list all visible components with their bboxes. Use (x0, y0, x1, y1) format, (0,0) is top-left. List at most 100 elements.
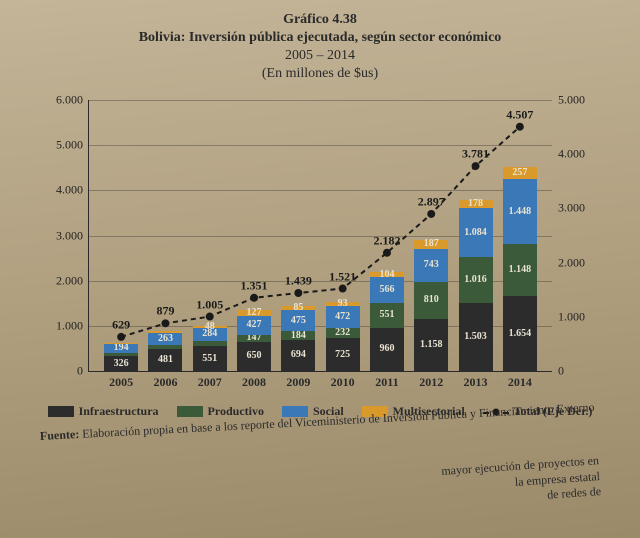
bar-segment: 1.016 (459, 257, 493, 303)
grid-line (89, 100, 552, 101)
bar-segment: 187 (414, 240, 448, 248)
segment-value-label: 743 (414, 260, 448, 270)
total-value-label: 4.507 (506, 107, 533, 122)
bar-segment: 85 (281, 306, 315, 310)
total-value-label: 1.005 (196, 297, 223, 312)
segment-value-label: 725 (326, 350, 360, 360)
segment-value-label: 1.016 (459, 275, 493, 285)
segment-value-label: 178 (459, 199, 493, 209)
x-tick-label: 2013 (453, 371, 499, 390)
bar-segment: 960 (370, 328, 404, 371)
y-left-tick: 0 (77, 364, 89, 379)
bar-segment: 1.158 (414, 319, 448, 371)
bar-segment: 551 (193, 346, 227, 371)
bar-segment: 48 (193, 326, 227, 328)
segment-value-label: 960 (370, 344, 404, 354)
bar-segment: 93 (326, 302, 360, 306)
legend-item: Productivo (177, 404, 264, 419)
y-left-tick: 1.000 (56, 318, 89, 333)
segment-value-label: 257 (503, 168, 537, 178)
bar-segment: 650 (237, 342, 271, 371)
bar-segment: 263 (148, 333, 182, 345)
bar-segment: 725 (326, 338, 360, 371)
y-right-tick: 1.000 (552, 309, 585, 324)
segment-value-label: 650 (237, 351, 271, 361)
chart-units: (En millones de $us) (20, 66, 620, 82)
bar-segment: 1.448 (503, 179, 537, 244)
bar-segment: 127 (237, 310, 271, 316)
segment-value-label: 1.148 (503, 265, 537, 275)
bar-segment: 1.654 (503, 296, 537, 371)
segment-value-label: 566 (370, 285, 404, 295)
segment-value-label: 1.158 (414, 340, 448, 350)
legend-item: Infraestructura (48, 404, 159, 419)
legend-swatch (177, 406, 203, 417)
trailing-text: mayor ejecución de proyectos en la empre… (40, 453, 602, 538)
y-left-tick: 2.000 (56, 273, 89, 288)
total-value-label: 1.439 (285, 274, 312, 289)
y-left-tick: 5.000 (56, 138, 89, 153)
x-tick-label: 2010 (320, 371, 366, 390)
total-value-label: 879 (156, 304, 174, 319)
segment-value-label: 551 (370, 310, 404, 320)
bar-segment: 147 (237, 335, 271, 342)
x-tick-label: 2008 (231, 371, 277, 390)
bar-segment: 551 (370, 303, 404, 328)
segment-value-label: 127 (237, 308, 271, 318)
bar-segment: 232 (326, 328, 360, 338)
segment-value-label: 48 (193, 322, 227, 332)
segment-value-label: 326 (104, 359, 138, 369)
y-right-tick: 3.000 (552, 201, 585, 216)
segment-value-label: 184 (281, 331, 315, 341)
bar-segment: 694 (281, 340, 315, 371)
source-label: Fuente: (40, 427, 80, 443)
segment-value-label: 1.084 (459, 228, 493, 238)
bar-segment: 178 (459, 200, 493, 208)
bar-segment: 104 (370, 272, 404, 277)
total-value-label: 2.182 (373, 233, 400, 248)
x-tick-label: 2011 (364, 371, 410, 390)
segment-value-label: 232 (326, 328, 360, 338)
segment-value-label: 1.448 (503, 207, 537, 217)
bar-segment: 1.148 (503, 244, 537, 296)
x-tick-label: 2006 (142, 371, 188, 390)
bar-segment (193, 341, 227, 347)
segment-value-label: 810 (414, 295, 448, 305)
x-tick-label: 2009 (275, 371, 321, 390)
bar-segment: 475 (281, 310, 315, 331)
y-right-tick: 0 (552, 364, 564, 379)
bar-segment: 1.084 (459, 208, 493, 257)
chart-title-block: Gráfico 4.38 Bolivia: Inversión pública … (20, 12, 620, 82)
y-left-tick: 3.000 (56, 228, 89, 243)
x-tick-label: 2014 (497, 371, 543, 390)
bar-segment: 1.503 (459, 303, 493, 371)
plot-area: 01.0002.0003.0004.0005.0006.00001.0002.0… (88, 100, 552, 372)
segment-value-label: 427 (237, 320, 271, 330)
x-tick-label: 2007 (187, 371, 233, 390)
bar-segment: 472 (326, 306, 360, 327)
total-value-label: 2.897 (418, 194, 445, 209)
y-right-tick: 4.000 (552, 147, 585, 162)
bar-segment (148, 345, 182, 349)
x-tick-label: 2005 (98, 371, 144, 390)
x-tick-label: 2012 (408, 371, 454, 390)
chart-years: 2005 – 2014 (20, 48, 620, 64)
total-value-label: 629 (112, 317, 130, 332)
segment-value-label: 187 (414, 239, 448, 249)
segment-value-label: 93 (326, 299, 360, 309)
segment-value-label: 263 (148, 334, 182, 344)
bar-segment (104, 343, 138, 344)
segment-value-label: 194 (104, 343, 138, 353)
bar-segment: 810 (414, 282, 448, 319)
segment-value-label: 1.503 (459, 332, 493, 342)
y-right-tick: 5.000 (552, 93, 585, 108)
y-left-tick: 6.000 (56, 93, 89, 108)
segment-value-label: 1.654 (503, 329, 537, 339)
segment-value-label: 104 (370, 270, 404, 280)
bar-segment: 566 (370, 277, 404, 303)
grid-line (89, 190, 552, 191)
page: Gráfico 4.38 Bolivia: Inversión pública … (0, 0, 640, 538)
bar-segment: 326 (104, 356, 138, 371)
segment-value-label: 472 (326, 312, 360, 322)
segment-value-label: 85 (281, 303, 315, 313)
